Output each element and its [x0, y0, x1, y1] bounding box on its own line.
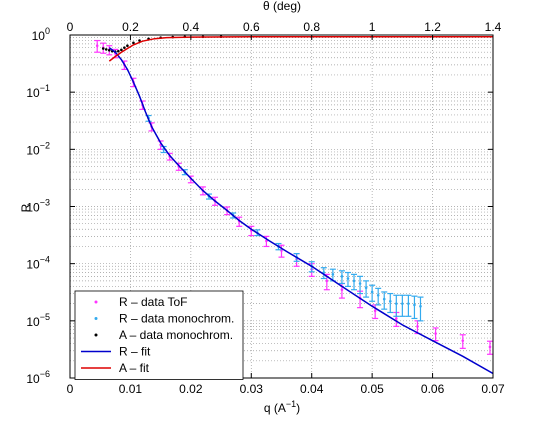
legend-label: R – data monochrom.: [119, 312, 234, 326]
data-point: [413, 303, 416, 307]
data-point: [138, 39, 141, 42]
series-line: [108, 47, 493, 375]
series-3: [108, 47, 493, 375]
x-tick-label: 0.06: [421, 382, 445, 396]
data-point: [401, 302, 404, 305]
series-4: [108, 36, 493, 62]
y-tick-label: 10−2: [26, 140, 50, 157]
x-tick-label: 0.03: [240, 382, 264, 396]
top-x-tick-label: 1.2: [424, 20, 441, 34]
data-point: [416, 325, 419, 328]
data-point: [376, 293, 380, 297]
y-tick-label: 10−6: [26, 369, 50, 386]
top-x-tick-label: 0.6: [243, 20, 260, 34]
data-point: [407, 302, 410, 305]
axes: 0 0.01 0.02 0.03 0.04 0.05 0.06 0.07 0 0.2 0.4 0.6 0…: [26, 20, 505, 396]
data-point: [373, 309, 377, 313]
legend-marker-swatch: [94, 300, 98, 304]
top-x-tick-label: 1: [369, 20, 376, 34]
y-tick-label: 100: [32, 26, 50, 43]
data-point: [340, 275, 344, 278]
data-point: [107, 48, 111, 52]
x-tick-label: 0: [67, 382, 74, 396]
data-point: [123, 46, 126, 49]
legend-marker-swatch: [94, 317, 98, 320]
data-point: [461, 339, 465, 342]
data-point: [95, 44, 99, 47]
data-point: [104, 48, 108, 51]
data-point: [434, 332, 437, 335]
top-axis-label: θ (deg): [263, 0, 301, 13]
data-point: [126, 44, 129, 47]
x-tick-label: 0.02: [179, 382, 203, 396]
top-x-tick-label: 0.8: [303, 20, 320, 34]
y-tick-label: 10−1: [26, 83, 50, 100]
legend-label: R – fit: [119, 345, 151, 359]
y-axis-label: R: [19, 203, 33, 212]
y-tick-label: 10−3: [26, 198, 50, 215]
legend: R – data ToF R – data monochrom. A – data …: [74, 290, 244, 380]
data-point: [340, 288, 344, 292]
data-point: [117, 49, 120, 53]
data-point: [395, 302, 398, 305]
data-point: [346, 277, 350, 280]
data-point: [488, 345, 492, 349]
y-tick-label: 10−5: [26, 312, 50, 329]
data-point: [370, 290, 374, 294]
top-x-tick-label: 0: [67, 20, 74, 34]
x-tick-label: 0.07: [481, 382, 505, 396]
x-tick-label: 0.04: [300, 382, 324, 396]
x-axis-label: q (A−1): [264, 399, 300, 415]
data-point: [364, 286, 368, 289]
data-point: [101, 47, 105, 50]
data-point: [395, 317, 398, 320]
data-point: [352, 279, 356, 283]
data-point: [419, 304, 422, 308]
top-x-tick-label: 0.2: [122, 20, 139, 34]
data-point: [382, 297, 386, 301]
grid-lines: [70, 35, 493, 378]
top-x-tick-label: 0.4: [183, 20, 200, 34]
legend-box: [74, 290, 244, 380]
data-point: [331, 273, 335, 276]
data-point: [120, 48, 123, 52]
data-point: [325, 279, 329, 283]
x-tick-label: 0.01: [119, 382, 143, 396]
legend-label: R – data ToF: [119, 295, 187, 309]
data-point: [132, 41, 135, 45]
plot-area: [94, 35, 493, 375]
y-tick-label: 10−4: [26, 255, 50, 272]
legend-label: A – data monochrom.: [119, 328, 233, 342]
legend-label: A – fit: [119, 361, 150, 375]
top-x-tick-label: 1.4: [485, 20, 502, 34]
legend-marker-swatch: [94, 333, 98, 337]
series-line: [108, 36, 493, 62]
data-point: [388, 299, 392, 303]
x-tick-label: 0.05: [360, 382, 384, 396]
data-point: [358, 282, 362, 285]
